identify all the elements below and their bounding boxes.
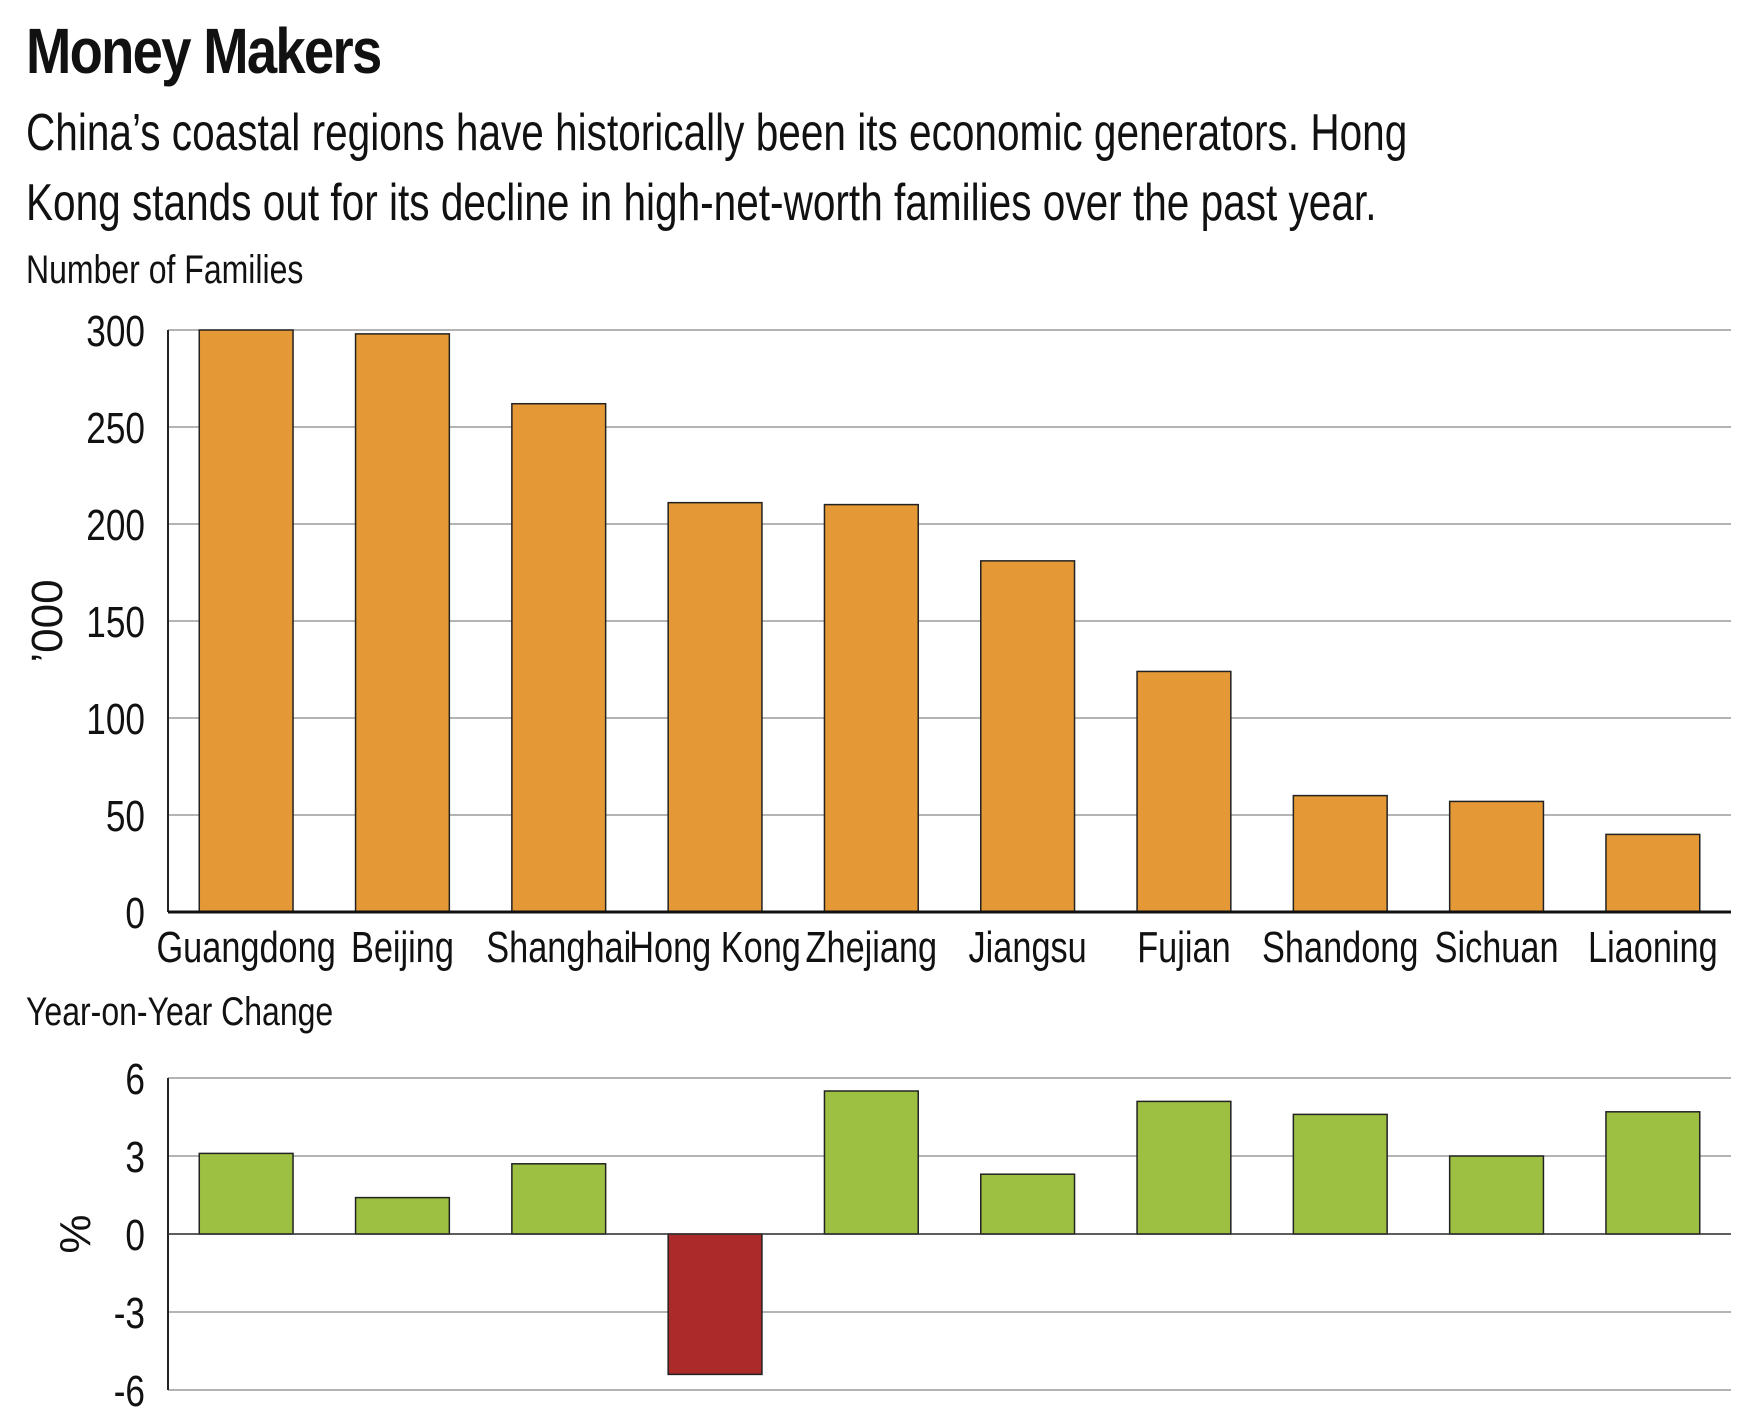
y-tick-label: -3 [114, 1289, 145, 1338]
bar-liaoning [1605, 833, 1701, 913]
bar-shanghai [511, 1163, 607, 1235]
bar-fujian [1136, 1100, 1232, 1235]
y-tick-label: 0 [125, 889, 145, 938]
chart-title: Money Makers [26, 15, 382, 87]
x-tick-label: Guangdong [156, 923, 335, 972]
y-tick-label: 50 [106, 792, 145, 841]
chart-subtitle: China’s coastal regions have historicall… [26, 104, 1408, 232]
x-tick-label: Fujian [1137, 923, 1230, 972]
y-tick-label: 0 [125, 1211, 145, 1260]
x-tick-label: Liaoning [1588, 923, 1718, 972]
bar-jiangsu [980, 1173, 1076, 1235]
bar-zhejiang [823, 503, 919, 913]
bar-hong-kong [667, 1233, 763, 1376]
y-tick-label: 100 [86, 695, 145, 744]
bar-zhejiang [823, 1090, 919, 1235]
x-tick-label: Sichuan [1435, 923, 1559, 972]
bar-beijing [354, 333, 451, 913]
y-axis-label: ’000 [23, 579, 72, 662]
top-chart-title: Number of Families [26, 248, 304, 292]
bottom-chart-title: Year-on-Year Change [26, 990, 334, 1034]
x-tick-label: Beijing [351, 923, 454, 972]
y-tick-label: 3 [125, 1133, 145, 1182]
y-tick-label: 200 [86, 501, 145, 550]
bar-hong-kong [667, 501, 763, 913]
y-tick-label: -6 [114, 1367, 145, 1416]
y-tick-label: 150 [86, 598, 145, 647]
bar-beijing [354, 1196, 451, 1235]
bar-guangdong [198, 1152, 294, 1235]
x-tick-label: Hong Kong [629, 923, 801, 972]
bar-shanghai [511, 402, 607, 913]
y-tick-label: 250 [86, 404, 145, 453]
x-tick-label: Shandong [1262, 923, 1418, 972]
y-axis-label: % [51, 1214, 100, 1253]
bar-jiangsu [980, 560, 1076, 913]
bar-liaoning [1605, 1111, 1701, 1235]
x-tick-label: Jiangsu [969, 923, 1087, 972]
y-tick-label: 300 [86, 307, 145, 356]
bar-sichuan [1448, 1155, 1545, 1235]
bar-guangdong [198, 329, 294, 913]
y-tick-label: 6 [125, 1055, 145, 1104]
x-tick-label: Shanghai [486, 923, 631, 972]
bar-fujian [1136, 670, 1232, 913]
bar-shandong [1292, 794, 1388, 913]
x-tick-label: Zhejiang [806, 923, 938, 972]
bar-sichuan [1448, 800, 1545, 913]
bar-shandong [1292, 1113, 1388, 1235]
